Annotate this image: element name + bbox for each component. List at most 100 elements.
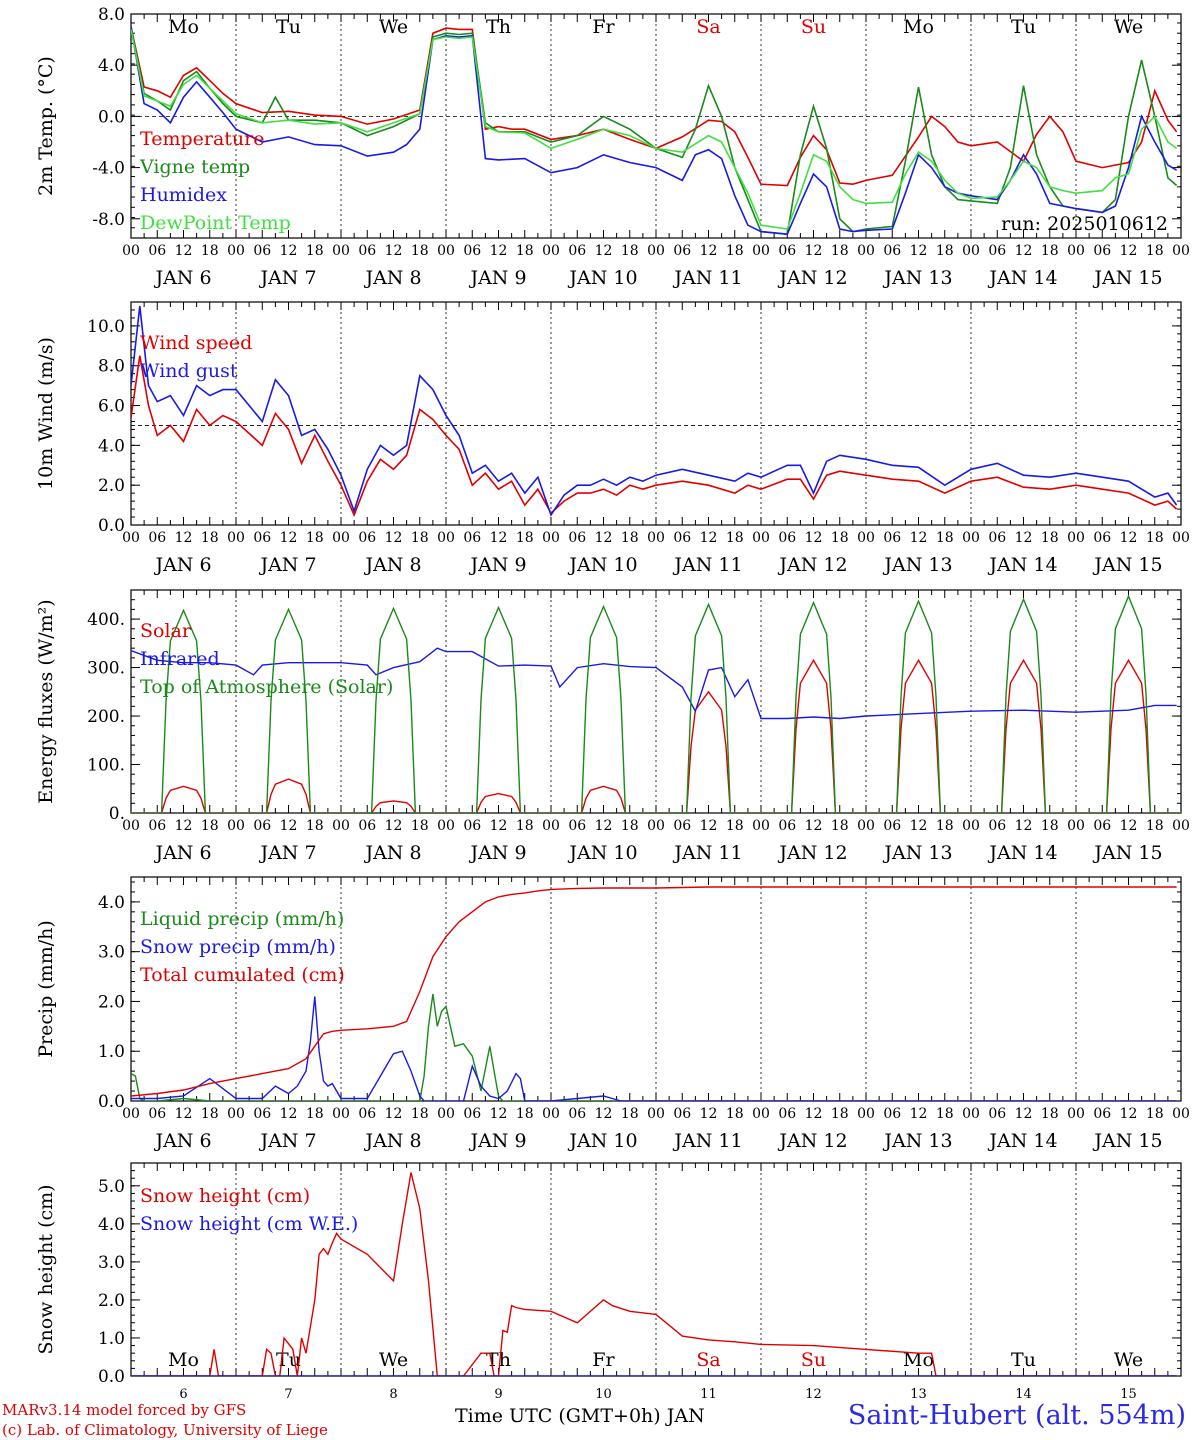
x-hour-label: 12 <box>1120 530 1138 546</box>
x-hour-label: 12 <box>595 530 613 546</box>
weekday-label: We <box>1114 1349 1143 1371</box>
x-hour-label: 18 <box>936 243 954 259</box>
y-axis-label: Energy fluxes (W/m²) <box>35 599 57 803</box>
y-tick-label: 200. <box>87 707 125 727</box>
y-tick-label: 2.0 <box>98 1291 125 1311</box>
x-hour-label: 06 <box>358 530 376 546</box>
x-hour-label: 12 <box>910 818 928 834</box>
x-hour-label: 18 <box>411 1106 429 1122</box>
x-hour-label: 00 <box>752 1106 770 1122</box>
x-date-label: JAN 12 <box>777 1130 847 1152</box>
x-hour-label: 12 <box>175 530 193 546</box>
x-hour-label: 00 <box>332 243 350 259</box>
x-hour-label: 00 <box>542 243 560 259</box>
x-hour-label: 12 <box>700 243 718 259</box>
x-hour-label: 00 <box>1067 818 1085 834</box>
x-hour-label: 06 <box>253 530 271 546</box>
x-hour-label: 06 <box>1093 530 1111 546</box>
panel-2: 10.0 8.0 6.0 4.0 2.0 0.0 10m Wind (m/s) 00 06 12 1… <box>35 301 1190 576</box>
x-hour-label: 12 <box>595 818 613 834</box>
x-hour-label: 12 <box>1120 818 1138 834</box>
x-hour-label: 18 <box>516 818 534 834</box>
x-hour-label: 12 <box>1015 1106 1033 1122</box>
x-hour-label: 12 <box>490 1106 508 1122</box>
x-date-label: JAN 9 <box>468 267 526 289</box>
x-date-label: JAN 7 <box>258 1130 316 1152</box>
panel-1: 8.0 4.0 0.0 -4.0 -8.0 2m Temp. (°C) 00 06 12 18 JA… <box>35 5 1190 289</box>
weekday-label: We <box>379 1349 408 1371</box>
x-hour-label: 18 <box>621 243 639 259</box>
x-hour-label: 00 <box>962 1106 980 1122</box>
weekday-label: We <box>1114 16 1143 38</box>
x-hour-label: 00 <box>647 530 665 546</box>
x-hour-label: 06 <box>463 530 481 546</box>
x-hour-label: 18 <box>306 818 324 834</box>
x-date-label: JAN 12 <box>777 554 847 576</box>
y-tick-label: 8.0 <box>98 5 125 25</box>
x-hour-label: 06 <box>463 243 481 259</box>
weekday-label: Mo <box>168 1349 199 1371</box>
legend-entry: DewPoint Temp <box>140 212 291 234</box>
y-tick-label: 400. <box>87 610 125 630</box>
x-hour-label: 06 <box>883 530 901 546</box>
x-date-label: JAN 14 <box>987 842 1057 864</box>
x-date-label: JAN 11 <box>672 267 742 289</box>
x-hour-label: 18 <box>1146 243 1164 259</box>
x-hour-label: 06 <box>778 530 796 546</box>
x-hour-label: 12 <box>805 1106 823 1122</box>
x-hour-label: 00 <box>1067 530 1085 546</box>
x-date-label: JAN 7 <box>258 554 316 576</box>
x-date-label: JAN 10 <box>567 267 637 289</box>
weekday-label: Mo <box>903 1349 934 1371</box>
x-hour-label: 18 <box>1041 1106 1059 1122</box>
x-hour-label: 12 <box>805 243 823 259</box>
x-hour-label: 18 <box>306 243 324 259</box>
y-tick-label: 300. <box>87 659 125 679</box>
weekday-label: We <box>379 16 408 38</box>
x-hour-label: 12 <box>595 1106 613 1122</box>
x-date-label: JAN 14 <box>987 267 1057 289</box>
x-hour-label: 06 <box>568 530 586 546</box>
x-hour-label: 00 <box>647 243 665 259</box>
x-hour-label: 12 <box>385 530 403 546</box>
x-hour-label: 00 <box>857 1106 875 1122</box>
x-hour-label: 06 <box>883 243 901 259</box>
x-hour-label: 06 <box>148 1106 166 1122</box>
x-hour-label: 12 <box>700 1106 718 1122</box>
x-hour-label: 00 <box>227 818 245 834</box>
x-hour-label: 00 <box>962 243 980 259</box>
x-hour-label: 18 <box>726 818 744 834</box>
x-date-label: JAN 10 <box>567 1130 637 1152</box>
weekday-label: Su <box>801 1349 826 1371</box>
x-hour-label: 00 <box>1172 243 1190 259</box>
x-hour-label: 12 <box>385 243 403 259</box>
x-hour-label: 00 <box>1172 1106 1190 1122</box>
x-hour-label: 00 <box>122 818 140 834</box>
x-hour-label: 06 <box>1093 1106 1111 1122</box>
x-hour-label: 12 <box>700 530 718 546</box>
y-tick-label: 4.0 <box>98 893 125 913</box>
weekday-label: Sa <box>696 16 720 38</box>
x-date-label: JAN 8 <box>363 554 421 576</box>
x-hour-label: 00 <box>1172 530 1190 546</box>
x-hour-label: 00 <box>122 243 140 259</box>
x-date-label: JAN 6 <box>153 554 211 576</box>
x-hour-label: 12 <box>280 1106 298 1122</box>
x-date-label: JAN 7 <box>258 842 316 864</box>
x-hour-label: 12 <box>280 243 298 259</box>
x-day-number: 7 <box>284 1387 292 1402</box>
legend-entry: Humidex <box>140 184 227 206</box>
x-hour-label: 06 <box>883 1106 901 1122</box>
x-hour-label: 12 <box>1120 243 1138 259</box>
x-hour-label: 06 <box>148 530 166 546</box>
y-tick-label: 2.0 <box>98 992 125 1012</box>
x-hour-label: 18 <box>411 818 429 834</box>
x-hour-label: 18 <box>726 243 744 259</box>
x-hour-label: 06 <box>358 818 376 834</box>
y-tick-label: -8.0 <box>92 210 125 230</box>
weekday-label: Tu <box>276 1349 301 1371</box>
x-hour-label: 18 <box>936 1106 954 1122</box>
x-date-label: JAN 15 <box>1092 267 1162 289</box>
x-hour-label: 06 <box>568 1106 586 1122</box>
